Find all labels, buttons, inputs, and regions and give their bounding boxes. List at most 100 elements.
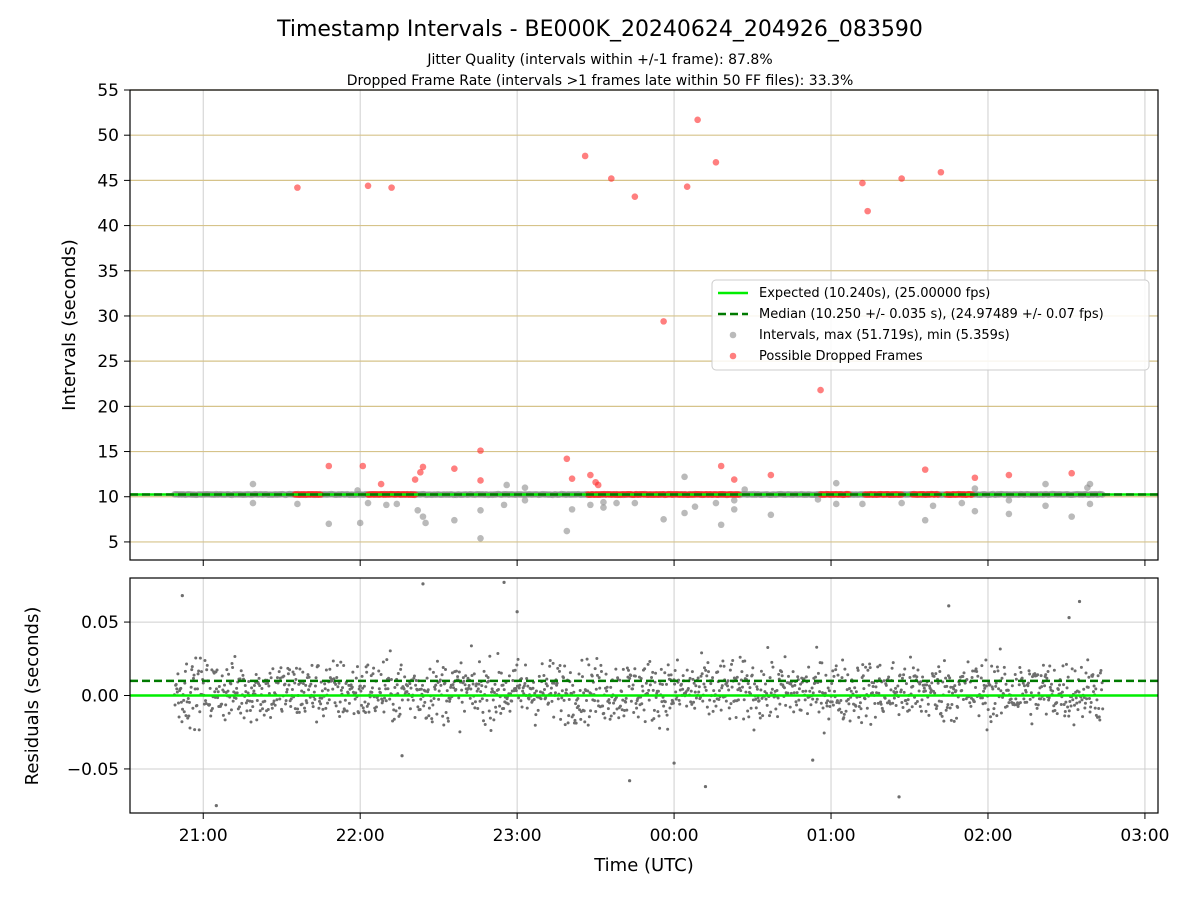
residual-point <box>720 684 724 688</box>
interval-point <box>730 506 738 513</box>
residual-point <box>721 659 725 663</box>
residual-point <box>597 676 601 680</box>
residual-point <box>915 675 919 679</box>
residual-point <box>440 673 444 677</box>
residual-point <box>446 716 450 720</box>
y-tick-label: 5 <box>108 533 119 553</box>
residual-point <box>307 675 311 679</box>
residual-point <box>338 700 342 704</box>
residual-point <box>675 658 679 662</box>
residual-point <box>538 690 542 694</box>
residual-point <box>307 688 311 692</box>
residual-point <box>639 677 643 681</box>
residual-point <box>935 704 939 708</box>
residual-point <box>686 687 690 691</box>
residual-point <box>434 683 438 687</box>
residual-point <box>209 714 213 718</box>
residual-point <box>441 714 445 718</box>
residual-point <box>788 705 792 709</box>
residual-point <box>903 667 907 671</box>
chart-title: Timestamp Intervals - BE000K_20240624_20… <box>276 17 923 42</box>
residual-point <box>894 704 898 708</box>
residual-point <box>351 670 355 674</box>
residual-point <box>688 676 692 680</box>
residual-point <box>513 668 517 672</box>
interval-point <box>383 501 390 509</box>
residual-point <box>322 714 326 718</box>
residual-point <box>398 712 402 716</box>
residual-point <box>599 663 603 667</box>
residual-point <box>1018 666 1022 670</box>
residual-point <box>1089 700 1093 704</box>
residual-point <box>1073 669 1077 673</box>
residual-point <box>316 664 320 668</box>
residual-point <box>243 684 247 688</box>
interval-point <box>364 499 372 507</box>
residual-point <box>337 681 341 685</box>
residual-point <box>251 705 255 709</box>
residual-point <box>267 691 271 695</box>
residual-point <box>997 687 1001 691</box>
x-tick-label: 21:00 <box>179 826 228 846</box>
residual-point <box>854 690 858 694</box>
residual-point <box>355 665 359 669</box>
residual-point <box>176 701 180 705</box>
residual-point <box>444 667 448 671</box>
residual-point <box>230 662 234 666</box>
residual-point <box>580 658 584 662</box>
residual-point <box>1098 718 1102 722</box>
residual-point <box>890 666 894 670</box>
residual-point <box>448 699 452 703</box>
residual-point <box>195 704 199 708</box>
residual-point <box>1019 670 1023 674</box>
residual-point <box>463 683 467 687</box>
residual-point <box>674 690 678 694</box>
residual-point <box>394 709 398 713</box>
residual-point <box>1067 709 1071 713</box>
residual-point <box>667 673 671 677</box>
residual-point <box>350 685 354 689</box>
residual-point <box>734 715 738 719</box>
dropped-frame-point <box>859 179 866 187</box>
residual-point <box>1055 712 1059 716</box>
residual-point <box>938 669 942 673</box>
residual-point <box>384 699 388 703</box>
residual-point <box>1064 700 1068 704</box>
residual-point <box>746 682 750 686</box>
residual-point <box>759 669 763 673</box>
residual-point <box>335 663 339 667</box>
residual-point <box>757 699 761 703</box>
residual-point <box>389 678 393 682</box>
residual-point <box>567 714 571 718</box>
residual-point <box>950 702 954 706</box>
residual-point <box>832 674 836 678</box>
residual-point <box>174 682 178 686</box>
residual-point <box>644 681 648 685</box>
time-x-axis: 21:00 22:00 23:00 00:00 01:00 02:00 03:00 <box>179 813 1169 846</box>
residual-point <box>1029 712 1033 716</box>
residual-point <box>797 698 801 702</box>
residual-point <box>1087 675 1091 679</box>
residual-point <box>506 702 510 706</box>
residual-point <box>769 691 773 695</box>
legend-dropped-marker <box>729 352 737 360</box>
interval-point <box>393 500 401 508</box>
residual-point <box>665 713 669 717</box>
residual-point <box>560 689 564 693</box>
residual-point <box>1004 682 1008 686</box>
residual-point <box>1092 684 1096 688</box>
residual-point <box>956 705 960 709</box>
residual-point <box>272 699 276 703</box>
residual-point <box>431 703 435 707</box>
residual-point <box>916 668 920 672</box>
residual-point <box>691 677 695 681</box>
residual-point <box>1046 669 1050 673</box>
interval-point <box>814 496 822 503</box>
residual-point <box>331 687 335 691</box>
residual-point <box>614 667 618 671</box>
residual-point <box>860 721 864 725</box>
residual-point <box>643 667 647 671</box>
residual-point <box>175 687 179 691</box>
residual-point <box>271 667 275 671</box>
residual-point <box>704 668 708 672</box>
